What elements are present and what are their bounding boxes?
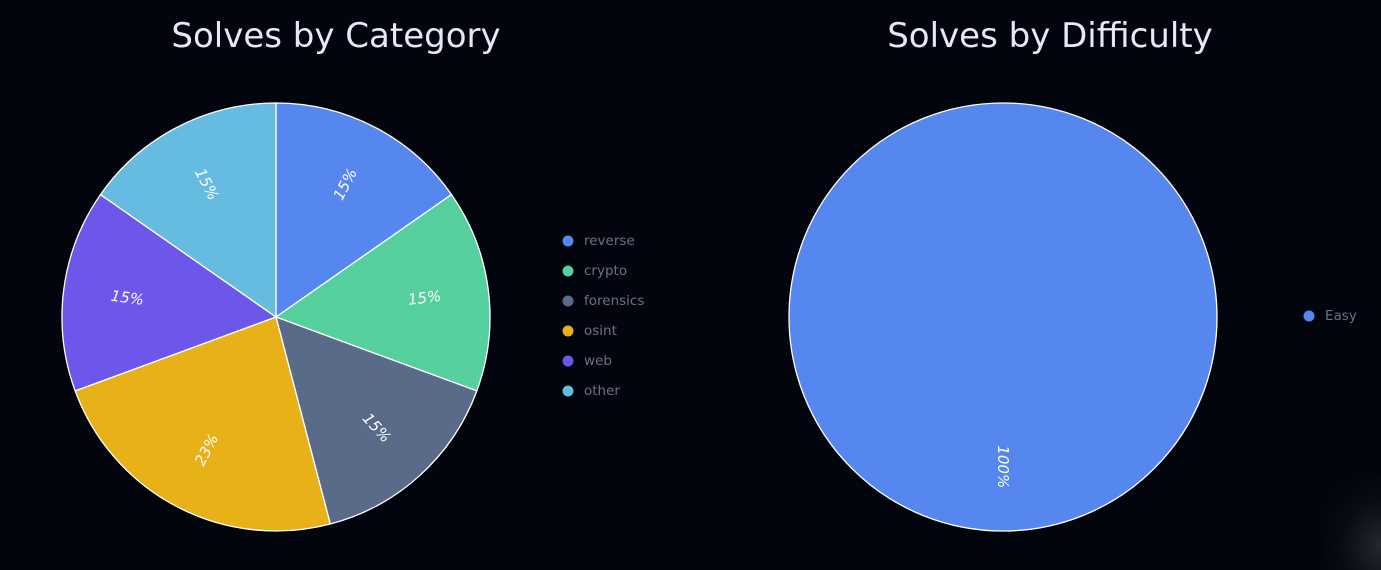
legend-label-other[interactable]: other xyxy=(584,383,620,399)
legend-marker-osint[interactable] xyxy=(562,325,574,337)
legend-label-crypto[interactable]: crypto xyxy=(584,263,627,279)
category-pie: 15%15%15%23%15%15% xyxy=(61,102,491,532)
legend-label-easy[interactable]: Easy xyxy=(1325,308,1357,324)
pie-slice-forensics[interactable] xyxy=(275,315,478,525)
pie-slice-other[interactable] xyxy=(99,102,277,319)
legend-label-osint[interactable]: osint xyxy=(584,323,617,339)
category-legend: reverse crypto forensics osint web other xyxy=(562,233,644,399)
legend-label-forensics[interactable]: forensics xyxy=(584,293,644,309)
difficulty-legend: Easy xyxy=(1303,308,1357,324)
pie-slice-reverse[interactable] xyxy=(275,102,453,319)
legend-label-reverse[interactable]: reverse xyxy=(584,233,635,249)
legend-label-web[interactable]: web xyxy=(584,353,612,369)
legend-marker-crypto[interactable] xyxy=(562,265,574,277)
slice-label-easy: 100% xyxy=(994,445,1012,488)
pie-slice-crypto[interactable] xyxy=(274,193,491,392)
legend-marker-forensics[interactable] xyxy=(562,295,574,307)
legend-marker-reverse[interactable] xyxy=(562,235,574,247)
category-chart-title: Solves by Category xyxy=(171,16,501,56)
legend-marker-web[interactable] xyxy=(562,355,574,367)
pie-slice-osint[interactable] xyxy=(74,316,332,532)
difficulty-pie: 100% xyxy=(788,102,1218,532)
pie-slice-web[interactable] xyxy=(61,193,278,392)
legend-marker-other[interactable] xyxy=(562,385,574,397)
legend-marker-easy[interactable] xyxy=(1303,310,1315,322)
slice-label-crypto: 15% xyxy=(407,287,442,309)
slice-label-web: 15% xyxy=(110,287,145,309)
difficulty-chart-title: Solves by Difficulty xyxy=(887,16,1213,56)
pie-slice-easy[interactable] xyxy=(788,102,1218,532)
